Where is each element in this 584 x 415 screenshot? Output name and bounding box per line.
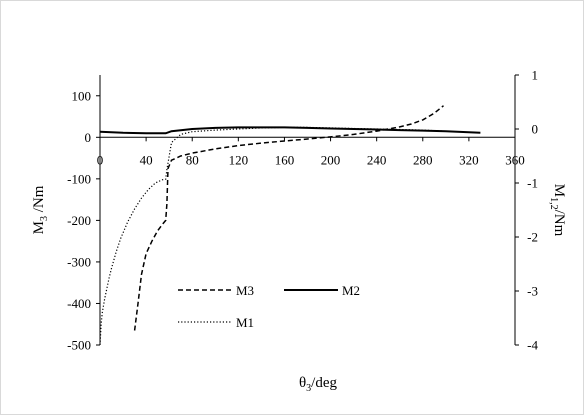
x-tick-label: 120 bbox=[229, 152, 249, 167]
chart-series bbox=[99, 105, 481, 346]
y-left-tick-label: -500 bbox=[67, 338, 91, 353]
y-left-tick-label: -300 bbox=[67, 254, 91, 269]
chart-labels: 0 40 80 120 160 200 240 280 320 360 100 0 -100 -200 -3… bbox=[31, 68, 567, 395]
x-axis-title: θ3/deg bbox=[299, 375, 338, 394]
series-line-m3 bbox=[133, 105, 444, 331]
series-line-m2 bbox=[99, 126, 481, 135]
x-tick-label: 0 bbox=[97, 152, 104, 167]
y-right-tick-label: -2 bbox=[527, 230, 538, 245]
x-tick-label: 240 bbox=[367, 152, 387, 167]
x-tick-label: 200 bbox=[321, 152, 341, 167]
legend-label-m3: M3 bbox=[236, 283, 254, 298]
y-right-tick-label: -1 bbox=[527, 176, 538, 191]
y-left-tick-label: 0 bbox=[85, 130, 92, 145]
y-left-tick-label: -200 bbox=[67, 213, 91, 228]
x-tick-label: 320 bbox=[459, 152, 479, 167]
y-left-tick-label: -100 bbox=[67, 171, 91, 186]
chart-axes bbox=[96, 74, 519, 346]
x-tick-label: 280 bbox=[413, 152, 433, 167]
y-left-tick-label: 100 bbox=[72, 88, 92, 103]
y-right-tick-label: -4 bbox=[527, 338, 538, 353]
x-tick-label: 160 bbox=[275, 152, 295, 167]
series-line-m1 bbox=[99, 126, 446, 346]
chart-legend: M3 M2 M1 bbox=[178, 283, 360, 330]
y-right-tick-label: 0 bbox=[532, 122, 539, 137]
y-left-tick-label: -400 bbox=[67, 296, 91, 311]
legend-label-m2: M2 bbox=[342, 283, 360, 298]
y-right-tick-label: 1 bbox=[532, 68, 539, 83]
y-left-axis-title: M3 /Nm bbox=[31, 185, 50, 234]
x-tick-label: 80 bbox=[186, 152, 199, 167]
y-right-tick-label: -3 bbox=[527, 284, 538, 299]
x-tick-label: 360 bbox=[505, 152, 525, 167]
x-tick-label: 40 bbox=[140, 152, 153, 167]
legend-label-m1: M1 bbox=[236, 315, 254, 330]
y-right-axis-title: M1,2/Nm bbox=[548, 184, 567, 237]
